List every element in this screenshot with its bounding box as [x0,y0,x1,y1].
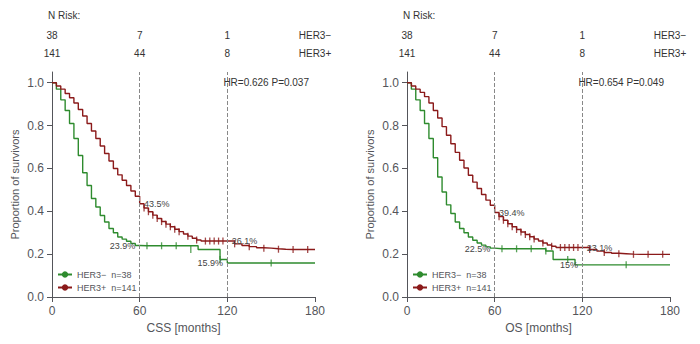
svg-text:0.2: 0.2 [382,247,399,261]
svg-text:23.9%: 23.9% [110,241,136,251]
svg-text:22.5%: 22.5% [465,244,491,254]
svg-text:1: 1 [225,30,231,41]
svg-text:0.8: 0.8 [27,119,44,133]
svg-text:15%: 15% [560,260,578,270]
svg-text:180: 180 [660,304,680,318]
svg-text:HER3+ n=141: HER3+ n=141 [432,283,492,293]
svg-text:8: 8 [580,48,586,59]
svg-text:HER3− n=38: HER3− n=38 [77,270,132,280]
svg-text:44: 44 [489,48,501,59]
svg-text:0.2: 0.2 [27,247,44,261]
svg-text:0.4: 0.4 [27,204,44,218]
svg-text:141: 141 [44,48,61,59]
svg-text:HR=0.626 P=0.037: HR=0.626 P=0.037 [223,77,309,88]
svg-text:26.1%: 26.1% [232,236,258,246]
svg-text:0: 0 [404,304,411,318]
svg-text:7: 7 [492,30,498,41]
svg-text:HER3+: HER3+ [299,48,332,59]
svg-text:120: 120 [217,304,237,318]
svg-text:39.4%: 39.4% [499,208,525,218]
svg-text:120: 120 [572,304,592,318]
svg-text:60: 60 [488,304,502,318]
svg-text:0.0: 0.0 [382,290,399,304]
svg-text:HER3− n=38: HER3− n=38 [432,270,487,280]
svg-text:38: 38 [401,30,413,41]
svg-text:HER3−: HER3− [299,30,332,41]
svg-text:0.4: 0.4 [382,204,399,218]
svg-text:0.8: 0.8 [382,119,399,133]
svg-text:0.6: 0.6 [27,161,44,175]
svg-text:180: 180 [305,304,325,318]
svg-text:CSS [months]: CSS [months] [146,321,220,335]
svg-text:60: 60 [133,304,147,318]
svg-text:8: 8 [225,48,231,59]
svg-text:OS [months]: OS [months] [505,321,572,335]
svg-text:38: 38 [46,30,58,41]
svg-text:HER3+: HER3+ [654,48,687,59]
svg-text:Proportion of survivors: Proportion of survivors [364,129,376,240]
svg-text:HER3+ n=141: HER3+ n=141 [77,283,137,293]
svg-text:7: 7 [137,30,143,41]
svg-text:HR=0.654 P=0.049: HR=0.654 P=0.049 [578,77,664,88]
svg-text:0: 0 [49,304,56,318]
svg-text:44: 44 [134,48,146,59]
svg-text:23.1%: 23.1% [587,243,613,253]
svg-text:1: 1 [580,30,586,41]
svg-text:0.0: 0.0 [27,290,44,304]
svg-text:1.0: 1.0 [382,76,399,90]
svg-text:N Risk:: N Risk: [48,10,80,21]
svg-text:HER3−: HER3− [654,30,687,41]
svg-text:43.5%: 43.5% [144,199,170,209]
svg-text:Proportion of survivors: Proportion of survivors [9,129,21,240]
svg-text:15.9%: 15.9% [197,258,223,268]
svg-text:N Risk:: N Risk: [403,10,435,21]
svg-text:141: 141 [399,48,416,59]
svg-text:1.0: 1.0 [27,76,44,90]
svg-text:0.6: 0.6 [382,161,399,175]
